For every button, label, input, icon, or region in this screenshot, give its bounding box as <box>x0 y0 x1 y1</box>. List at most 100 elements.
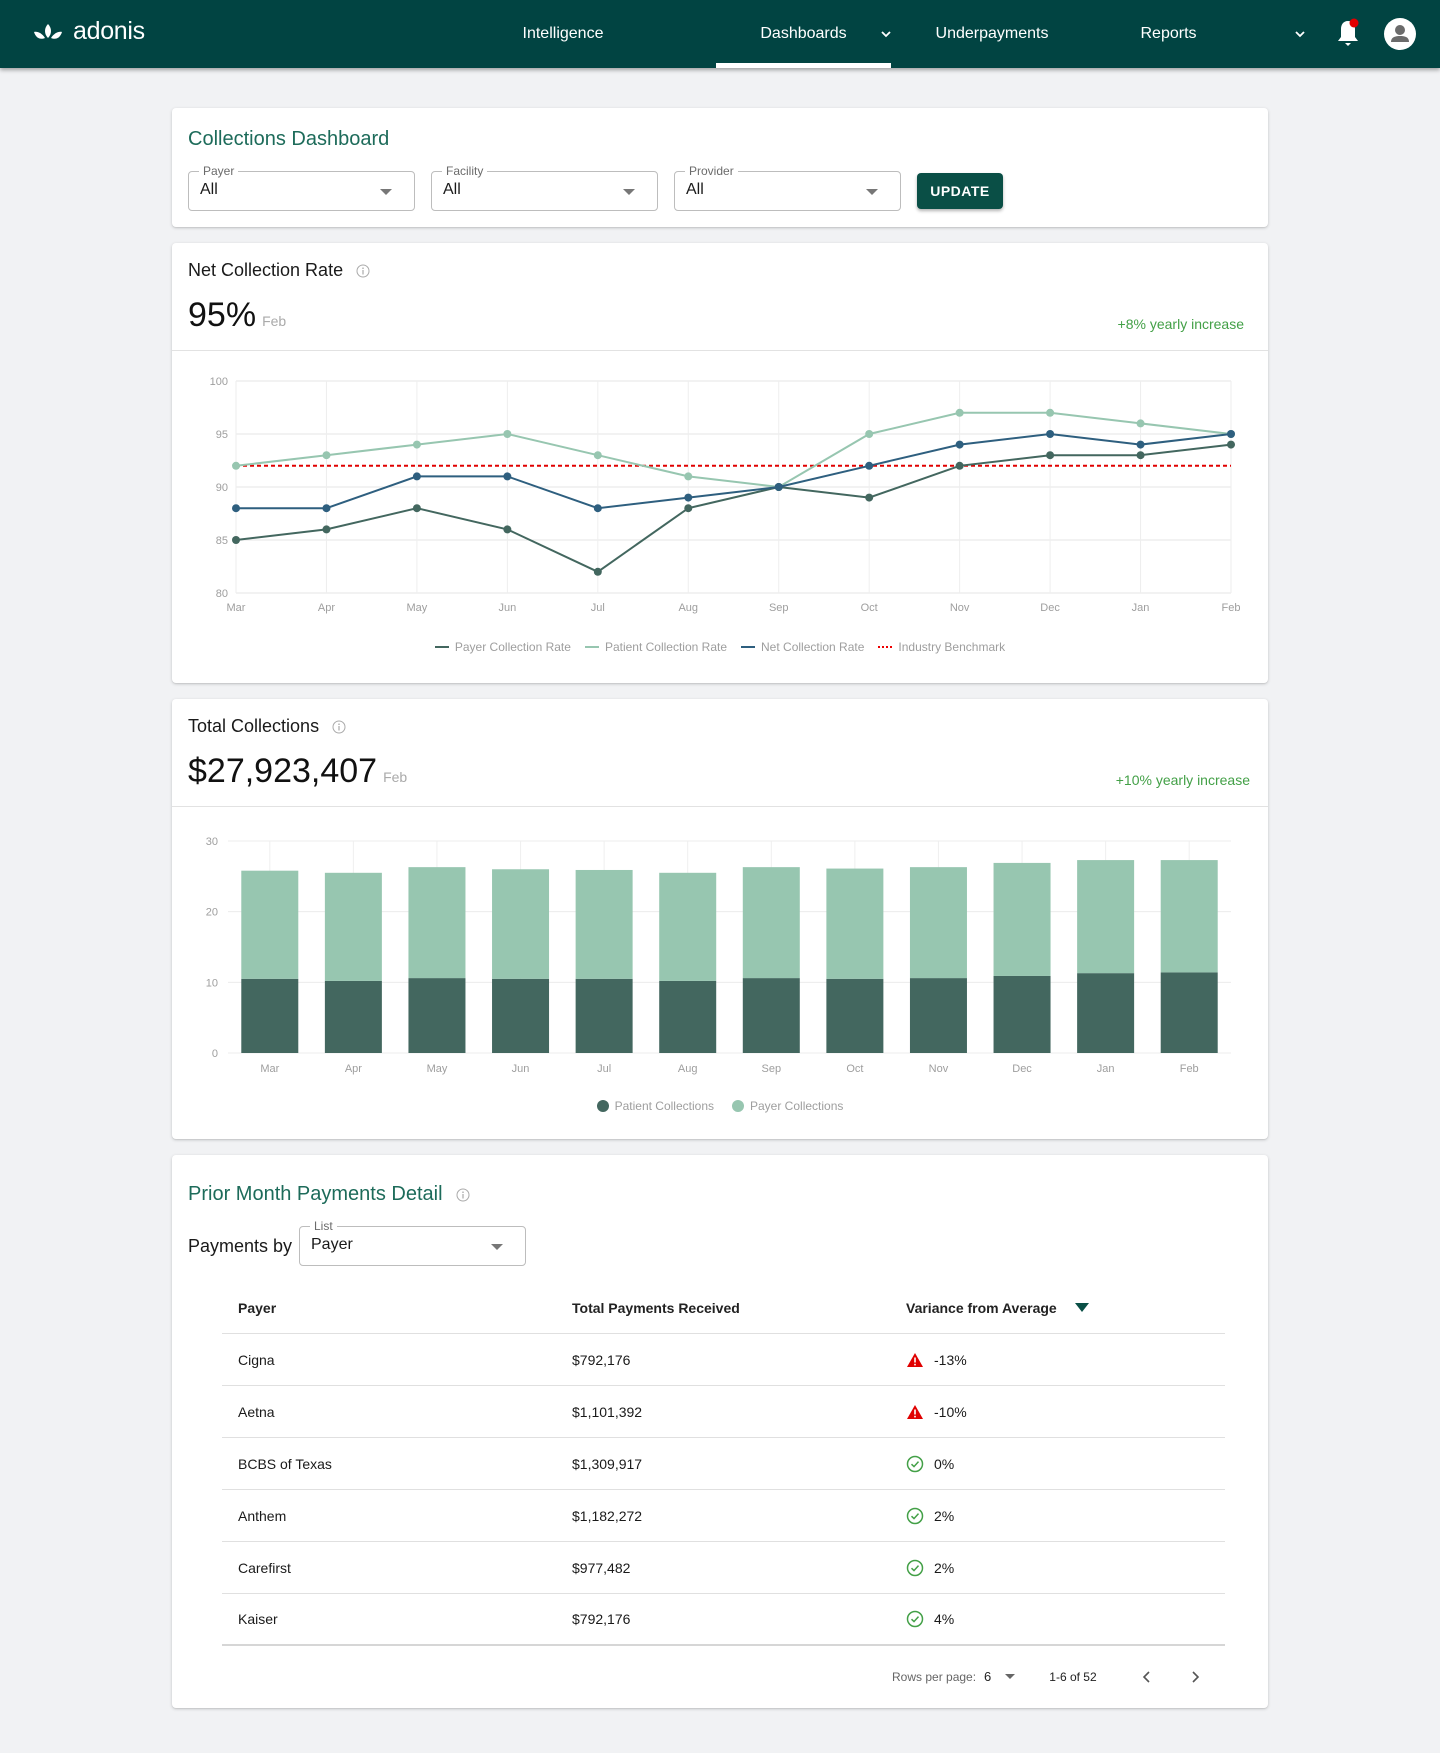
data-point[interactable] <box>684 493 693 502</box>
data-point[interactable] <box>412 440 421 449</box>
data-point[interactable] <box>1227 430 1235 438</box>
bar-payer-collections[interactable] <box>1077 860 1135 974</box>
data-point[interactable] <box>1046 408 1055 417</box>
data-point[interactable] <box>1046 451 1055 460</box>
bar-patient-collections[interactable] <box>324 980 382 1053</box>
table-row[interactable]: Carefirst $977,482 2% <box>222 1542 1225 1594</box>
data-point[interactable] <box>684 472 693 481</box>
data-point[interactable] <box>503 430 512 438</box>
data-point[interactable] <box>774 483 783 491</box>
data-point[interactable] <box>322 451 331 460</box>
bar-payer-collections[interactable] <box>826 868 884 979</box>
legend-industry-benchmark[interactable]: Industry Benchmark <box>878 640 1005 654</box>
legend-payer-collection-rate[interactable]: Payer Collection Rate <box>434 640 571 654</box>
bar-payer-collections[interactable] <box>1160 860 1218 973</box>
legend-patient-collection-rate[interactable]: Patient Collection Rate <box>584 640 727 654</box>
data-point[interactable] <box>1046 430 1055 438</box>
nav-reports[interactable]: Reports <box>1120 0 1217 68</box>
facility-select[interactable]: Facility All <box>431 164 658 211</box>
bar-payer-collections[interactable] <box>241 870 299 979</box>
bar-patient-collections[interactable] <box>826 978 884 1053</box>
legend-payer-collections[interactable]: Payer Collections <box>732 1099 843 1113</box>
data-point[interactable] <box>593 451 602 460</box>
brand-logo[interactable]: adonis <box>31 17 145 46</box>
user-avatar[interactable] <box>1384 18 1416 50</box>
column-header-payer[interactable]: Payer <box>238 1299 277 1316</box>
data-point[interactable] <box>865 430 874 438</box>
info-icon[interactable] <box>332 720 346 734</box>
bar-payer-collections[interactable] <box>575 869 633 979</box>
data-point[interactable] <box>232 504 240 513</box>
bar-payer-collections[interactable] <box>324 872 382 981</box>
legend-patient-collections[interactable]: Patient Collections <box>596 1099 714 1113</box>
data-point[interactable] <box>503 525 512 534</box>
table-row[interactable]: Aetna $1,101,392 -10% <box>222 1386 1225 1438</box>
table-row[interactable]: BCBS of Texas $1,309,917 0% <box>222 1438 1225 1490</box>
nav-underpayments[interactable]: Underpayments <box>926 0 1058 68</box>
bar-payer-collections[interactable] <box>742 867 800 979</box>
data-point[interactable] <box>412 504 421 513</box>
bar-payer-collections[interactable] <box>492 869 550 979</box>
table-row[interactable]: Anthem $1,182,272 2% <box>222 1490 1225 1542</box>
update-button[interactable]: UPDATE <box>917 173 1003 209</box>
bar-patient-collections[interactable] <box>1077 973 1135 1053</box>
next-page-icon[interactable] <box>1189 1670 1201 1684</box>
bar-patient-collections[interactable] <box>659 980 717 1053</box>
column-header-variance[interactable]: Variance from Average <box>906 1300 1089 1316</box>
payments-list-select[interactable]: List Payer <box>299 1219 526 1266</box>
bar-payer-collections[interactable] <box>909 867 967 979</box>
info-icon[interactable] <box>456 1188 470 1202</box>
data-point[interactable] <box>322 504 331 513</box>
data-point[interactable] <box>322 525 331 534</box>
table-row[interactable]: Cigna $792,176 -13% <box>222 1334 1225 1386</box>
data-point[interactable] <box>955 440 964 449</box>
column-header-total-payments[interactable]: Total Payments Received <box>572 1299 740 1316</box>
data-point[interactable] <box>865 461 874 470</box>
data-point[interactable] <box>1227 440 1235 449</box>
data-point[interactable] <box>955 408 964 417</box>
payer-select-value: All <box>200 181 218 198</box>
data-point[interactable] <box>955 461 964 470</box>
data-point[interactable] <box>593 504 602 513</box>
previous-page-icon[interactable] <box>1141 1670 1153 1684</box>
bar-payer-collections[interactable] <box>659 872 717 981</box>
notification-bell-icon[interactable] <box>1335 18 1361 50</box>
bar-patient-collections[interactable] <box>241 978 299 1053</box>
data-point[interactable] <box>412 472 421 481</box>
bar-patient-collections[interactable] <box>492 978 550 1053</box>
data-point[interactable] <box>1136 440 1145 449</box>
provider-select[interactable]: Provider All <box>674 164 901 211</box>
sort-descending-icon[interactable] <box>1074 1303 1089 1312</box>
cell-total-payments: $792,176 <box>572 1611 631 1627</box>
reports-chevron-down-icon[interactable] <box>1292 26 1308 42</box>
data-point[interactable] <box>593 567 602 576</box>
y-tick-label: 20 <box>206 907 218 919</box>
data-point[interactable] <box>865 493 874 502</box>
payer-select[interactable]: Payer All <box>188 164 415 211</box>
data-point[interactable] <box>232 536 240 544</box>
bar-patient-collections[interactable] <box>742 978 800 1053</box>
legend-net-collection-rate[interactable]: Net Collection Rate <box>741 640 864 654</box>
info-icon[interactable] <box>356 264 370 278</box>
dashboards-chevron-down-icon[interactable] <box>878 26 894 42</box>
bar-patient-collections[interactable] <box>909 978 967 1053</box>
data-point[interactable] <box>232 461 240 470</box>
data-point[interactable] <box>503 472 512 481</box>
data-point[interactable] <box>684 504 693 513</box>
table-row[interactable]: Kaiser $792,176 4% <box>222 1594 1225 1646</box>
bar-patient-collections[interactable] <box>1160 972 1218 1053</box>
bar-payer-collections[interactable] <box>408 867 466 979</box>
series-line <box>235 443 1232 573</box>
bar-chart-legend: Patient Collections Payer Collections <box>172 1099 1268 1113</box>
bar-payer-collections[interactable] <box>993 862 1051 976</box>
data-point[interactable] <box>1136 451 1145 460</box>
rows-per-page-select[interactable]: 6 <box>984 1669 1016 1684</box>
data-point[interactable] <box>1136 419 1145 428</box>
bar-patient-collections[interactable] <box>408 978 466 1053</box>
nav-dashboards[interactable]: Dashboards <box>716 0 891 68</box>
total-collections-bar-chart: 0 10 20 30 Mar Apr May Jun Jul Aug Sep Oct Nov Dec Jan… <box>206 836 1231 1075</box>
bar-patient-collections[interactable] <box>575 978 633 1053</box>
warning-icon <box>907 1404 923 1419</box>
bar-patient-collections[interactable] <box>993 975 1051 1053</box>
nav-intelligence[interactable]: Intelligence <box>509 0 617 68</box>
